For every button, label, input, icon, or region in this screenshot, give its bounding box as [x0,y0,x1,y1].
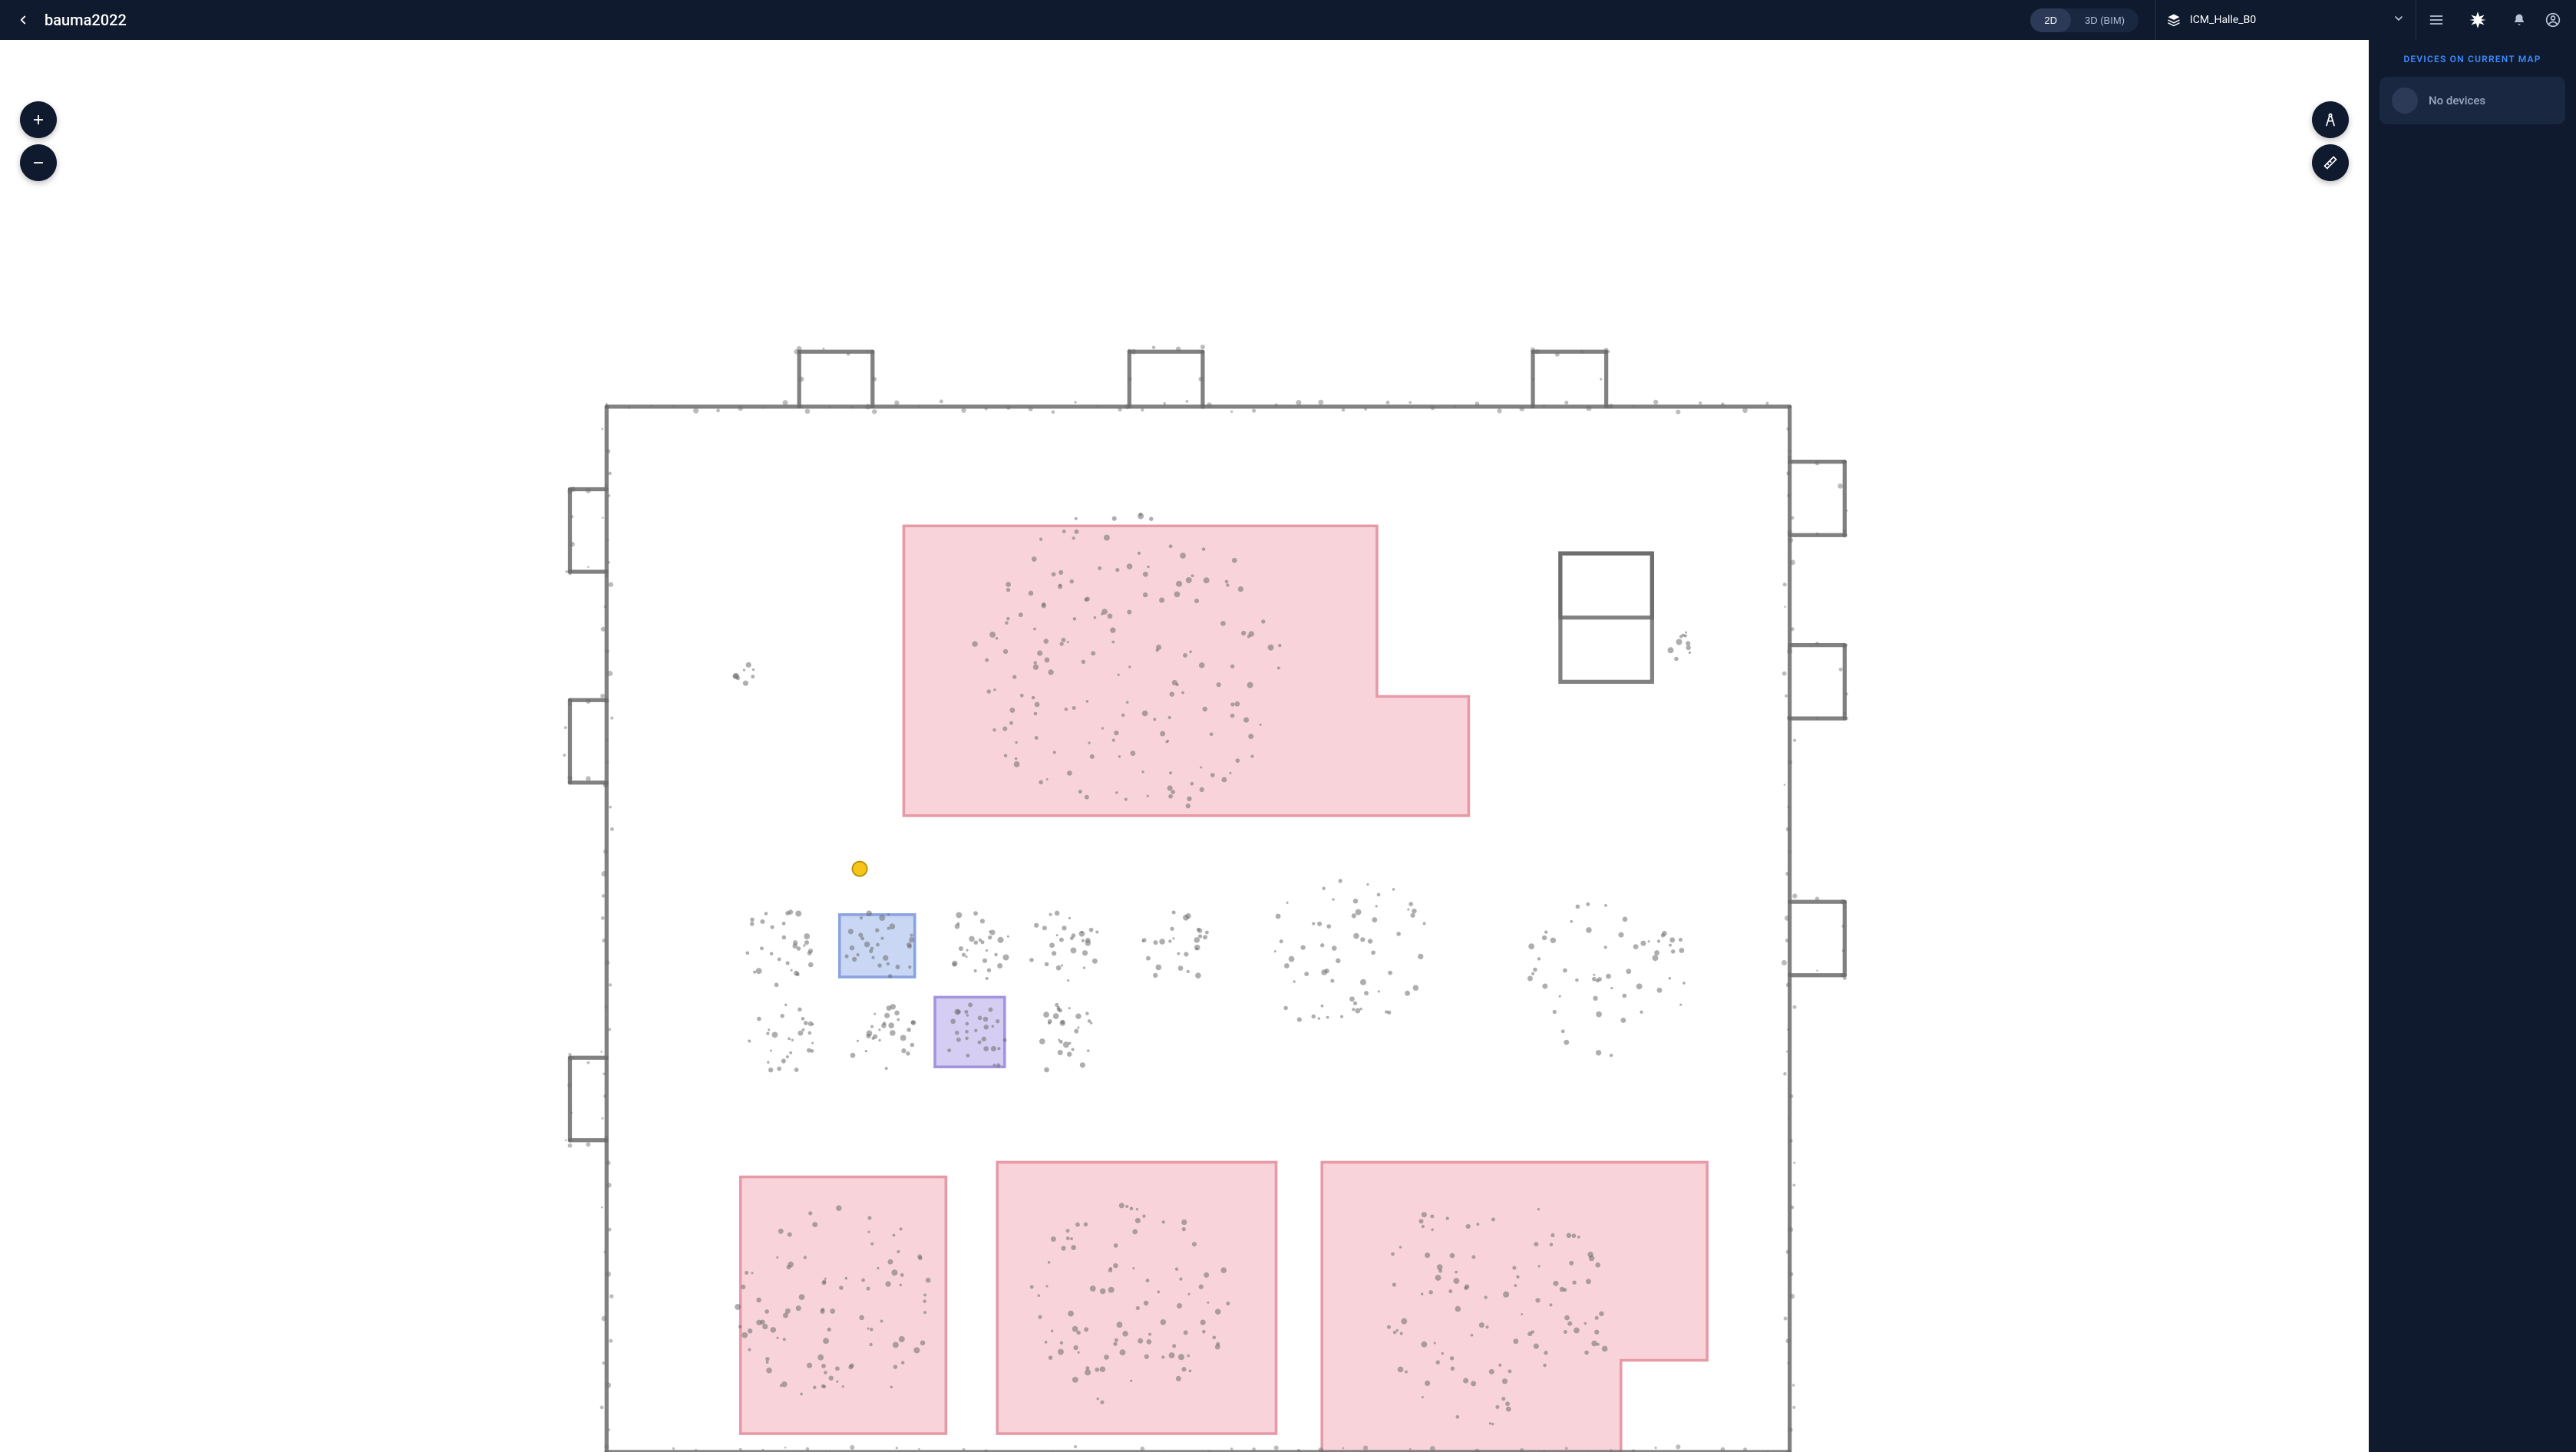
plus-icon [31,113,45,127]
account-button[interactable] [2539,6,2567,34]
view-tab-2d[interactable]: 2D [2030,8,2071,32]
zoom-in-button[interactable] [20,101,57,138]
logo-icon [2468,10,2488,30]
topbar: bauma2022 2D 3D (BIM) ICM_Halle_B0 [0,0,2576,40]
view-toggle: 2D 3D (BIM) [2030,8,2138,32]
bell-icon [2512,13,2526,27]
devices-sidebar: DEVICES ON CURRENT MAP No devices [2369,40,2576,1452]
minus-icon [31,156,45,170]
device-status-dot [2392,87,2418,114]
notifications-button[interactable] [2505,6,2533,34]
compass-tool-button[interactable] [2312,101,2349,138]
devices-panel-title: DEVICES ON CURRENT MAP [2379,54,2565,64]
main: DEVICES ON CURRENT MAP No devices [0,40,2576,1452]
chevron-down-icon [2393,12,2405,28]
project-title: bauma2022 [45,11,127,29]
ruler-pencil-icon [2323,155,2338,170]
map-canvas[interactable] [0,40,2369,1452]
device-empty-card: No devices [2379,77,2565,124]
menu-button[interactable] [2422,6,2450,34]
view-tab-3d[interactable]: 3D (BIM) [2071,8,2138,32]
compass-icon [2323,112,2338,127]
user-circle-icon [2545,12,2561,28]
design-tool-button[interactable] [2312,144,2349,181]
back-button[interactable] [12,9,34,31]
layer-name: ICM_Halle_B0 [2190,14,2383,26]
markers [852,862,867,876]
layers-icon [2167,13,2181,27]
floorplan [0,40,2369,1452]
zoom-out-button[interactable] [20,144,57,181]
app-logo[interactable] [2464,6,2492,34]
menu-icon [2429,12,2444,28]
device-empty-label: No devices [2429,94,2485,107]
layer-selector[interactable]: ICM_Halle_B0 [2155,0,2416,40]
chevron-left-icon [16,13,30,27]
